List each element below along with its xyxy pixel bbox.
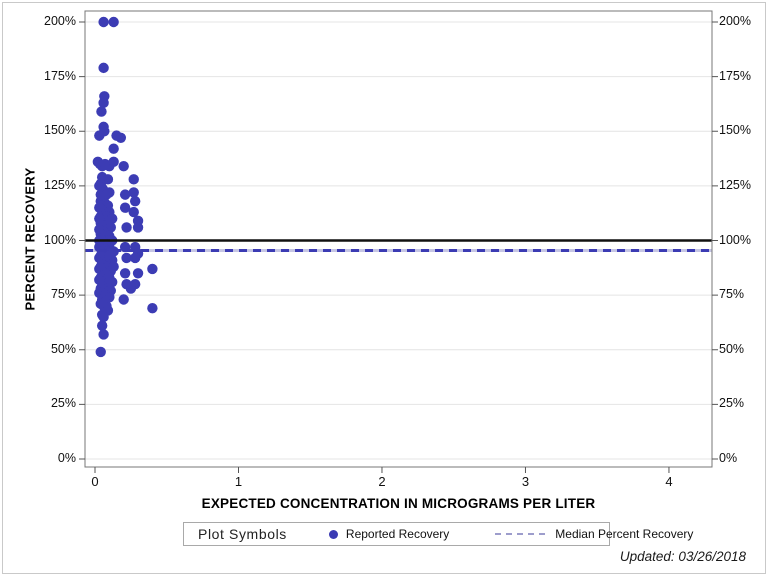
data-point xyxy=(121,222,132,233)
data-point xyxy=(125,283,137,294)
data-point xyxy=(119,189,131,200)
y-tick-label-right: 100% xyxy=(719,232,751,247)
data-point xyxy=(98,16,109,28)
y-tick-label-left: 200% xyxy=(44,14,76,28)
y-tick-label-left: 175% xyxy=(44,68,76,83)
y-tick-label-left: 50% xyxy=(50,341,76,356)
data-point xyxy=(94,130,105,141)
data-point xyxy=(98,311,109,323)
x-tick-label: 4 xyxy=(665,474,673,489)
y-tick-label-right: 25% xyxy=(719,396,745,411)
data-point xyxy=(121,252,132,264)
data-point xyxy=(98,97,109,109)
x-tick-label: 0 xyxy=(91,474,99,489)
data-point xyxy=(98,62,109,74)
data-point xyxy=(128,187,139,198)
legend-label-reported-recovery: Reported Recovery xyxy=(345,527,450,541)
data-point xyxy=(147,303,158,314)
data-point xyxy=(119,202,131,213)
y-tick-label-left: 150% xyxy=(44,123,76,138)
data-point xyxy=(128,174,139,185)
y-tick-label-right: 200% xyxy=(719,14,751,28)
y-tick-label-right: 75% xyxy=(719,287,745,302)
y-tick-label-left: 0% xyxy=(57,451,76,465)
y-tick-label-right: 175% xyxy=(719,68,751,83)
data-point xyxy=(128,206,139,218)
legend-item-median-recovery: Median Percent Recovery xyxy=(449,527,693,541)
x-tick-label: 2 xyxy=(378,474,386,489)
y-tick-label-right: 150% xyxy=(719,123,751,138)
data-point xyxy=(132,222,144,233)
data-point xyxy=(129,195,141,207)
data-point xyxy=(118,294,129,305)
data-point xyxy=(108,143,119,154)
x-tick-label: 3 xyxy=(521,474,530,489)
data-point xyxy=(98,329,109,340)
data-point xyxy=(108,156,119,168)
data-point xyxy=(129,252,141,264)
data-point xyxy=(96,106,107,117)
data-point xyxy=(119,268,131,279)
updated-note: Updated: 03/26/2018 xyxy=(619,549,746,564)
filled-circle-icon xyxy=(328,529,338,539)
y-tick-label-right: 0% xyxy=(719,451,738,465)
y-tick-label-left: 25% xyxy=(50,396,76,411)
data-point xyxy=(108,16,119,28)
data-point xyxy=(132,268,144,279)
x-axis-title: EXPECTED CONCENTRATION IN MICROGRAMS PER… xyxy=(201,496,596,511)
data-point xyxy=(118,161,129,172)
x-tick-label: 1 xyxy=(234,474,243,489)
legend-label-median-recovery: Median Percent Recovery xyxy=(555,527,694,541)
data-point xyxy=(147,263,158,275)
dashed-line-icon xyxy=(495,533,546,535)
plot-frame xyxy=(84,10,713,468)
legend-title: Plot Symbols xyxy=(198,526,287,542)
y-tick-label-left: 75% xyxy=(50,287,76,302)
data-point xyxy=(115,132,127,144)
y-tick-label-right: 50% xyxy=(719,341,745,356)
y-tick-label-left: 100% xyxy=(44,232,76,247)
y-axis-title: PERCENT RECOVERY xyxy=(22,167,38,311)
y-tick-label-right: 125% xyxy=(719,177,751,192)
data-point xyxy=(96,320,108,331)
data-point xyxy=(95,346,106,358)
legend-item-reported-recovery: Reported Recovery xyxy=(287,527,449,541)
y-tick-label-left: 125% xyxy=(44,177,76,192)
legend-box: Plot Symbols Reported Recovery Median Pe… xyxy=(183,522,693,546)
